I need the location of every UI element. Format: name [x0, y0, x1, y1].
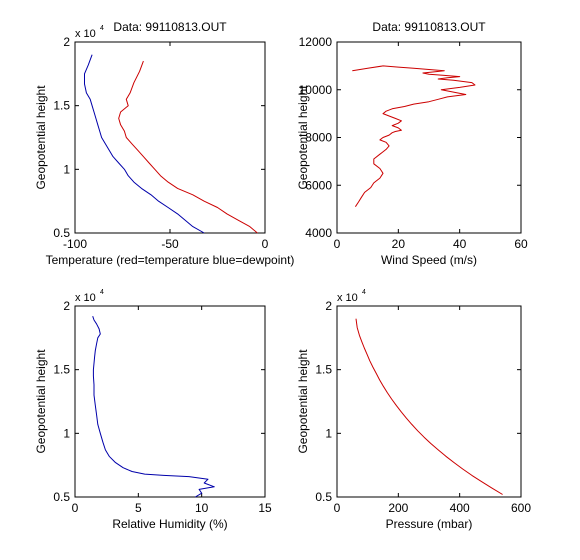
chart-4-series-pressure-line: [355, 318, 503, 495]
chart-4-y-tick-label: 1: [325, 426, 332, 440]
chart-4-x-tick-label: 200: [388, 501, 408, 515]
chart-3-y-tick-label: 0.5: [53, 490, 70, 504]
chart-1-plot-frame: [74, 41, 266, 234]
chart-3-plot-frame: [74, 305, 266, 498]
chart-3-y-exponent: x 10: [75, 292, 96, 304]
chart-1-x-axis-label: Temperature (red=temperature blue=dewpoi…: [46, 253, 295, 267]
chart-4-y-exponent: x 10: [337, 292, 358, 304]
chart-2-x-tick-label: 40: [453, 237, 467, 251]
chart-2-y-tick-label: 12000: [299, 35, 333, 49]
chart-4-y-tick-label: 0.5: [315, 490, 332, 504]
chart-4-x-tick-label: 0: [334, 501, 341, 515]
chart-4-y-tick-label: 2: [325, 299, 332, 313]
chart-1-y-tick-label: 2: [63, 35, 70, 49]
chart-2-y-tick-label: 6000: [305, 178, 332, 192]
chart-1-x-tick-label: -100: [63, 237, 87, 251]
chart-4-x-tick-label: 600: [511, 501, 531, 515]
chart-3-y-axis-label: Geopotential height: [34, 349, 48, 454]
chart-3-x-tick-label: 15: [258, 501, 272, 515]
chart-1-y-exponent: x 10: [75, 28, 96, 40]
chart-3-x-axis-label: Relative Humidity (%): [112, 517, 227, 531]
chart-1-x-tick-label: 0: [262, 237, 269, 251]
chart-1-y-exponent-power: 4: [100, 25, 104, 32]
chart-1-y-tick-label: 0.5: [53, 226, 70, 240]
chart-2-title: Data: 99110813.OUT: [372, 20, 486, 34]
chart-3-series-relative-humidity-line: [92, 316, 215, 498]
chart-1-y-tick-label: 1.5: [53, 99, 70, 113]
chart-3-y-tick-label: 1: [63, 426, 70, 440]
chart-1-y-axis-label: Geopotential height: [34, 85, 48, 190]
chart-4-y-tick-label: 1.5: [315, 363, 332, 377]
chart-1-x-tick-label: -50: [161, 237, 179, 251]
chart-2-x-tick-label: 20: [392, 237, 406, 251]
chart-1-series-dewpoint-line: [84, 54, 205, 234]
chart-2-x-tick-label: 60: [514, 237, 528, 251]
chart-2-y-tick-label: 4000: [305, 226, 332, 240]
chart-4-y-exponent-power: 4: [362, 289, 366, 296]
chart-1-y-tick-label: 1: [63, 162, 70, 176]
chart-3-y-tick-label: 2: [63, 299, 70, 313]
chart-1-series-temperature-line: [118, 60, 258, 234]
chart-2-plot-frame: [336, 41, 522, 234]
chart-3-y-exponent-power: 4: [100, 289, 104, 296]
chart-4-y-axis-label: Geopotential height: [296, 349, 310, 454]
chart-2-y-tick-label: 10000: [299, 83, 333, 97]
chart-2-x-axis-label: Wind Speed (m/s): [381, 253, 477, 267]
chart-2-y-tick-label: 8000: [305, 131, 332, 145]
chart-4-x-tick-label: 400: [450, 501, 470, 515]
chart-3-y-tick-label: 1.5: [53, 363, 70, 377]
chart-2-x-tick-label: 0: [334, 237, 341, 251]
chart-4-plot-frame: [336, 305, 522, 498]
chart-3-x-tick-label: 5: [135, 501, 142, 515]
chart-1-title: Data: 99110813.OUT: [113, 20, 227, 34]
chart-3-x-tick-label: 0: [72, 501, 79, 515]
chart-3-x-tick-label: 10: [195, 501, 209, 515]
chart-4-x-axis-label: Pressure (mbar): [386, 517, 473, 531]
chart-2-series-wind-speed-line: [352, 65, 476, 207]
chart-2-y-axis-label: Geopotential height: [296, 85, 310, 190]
